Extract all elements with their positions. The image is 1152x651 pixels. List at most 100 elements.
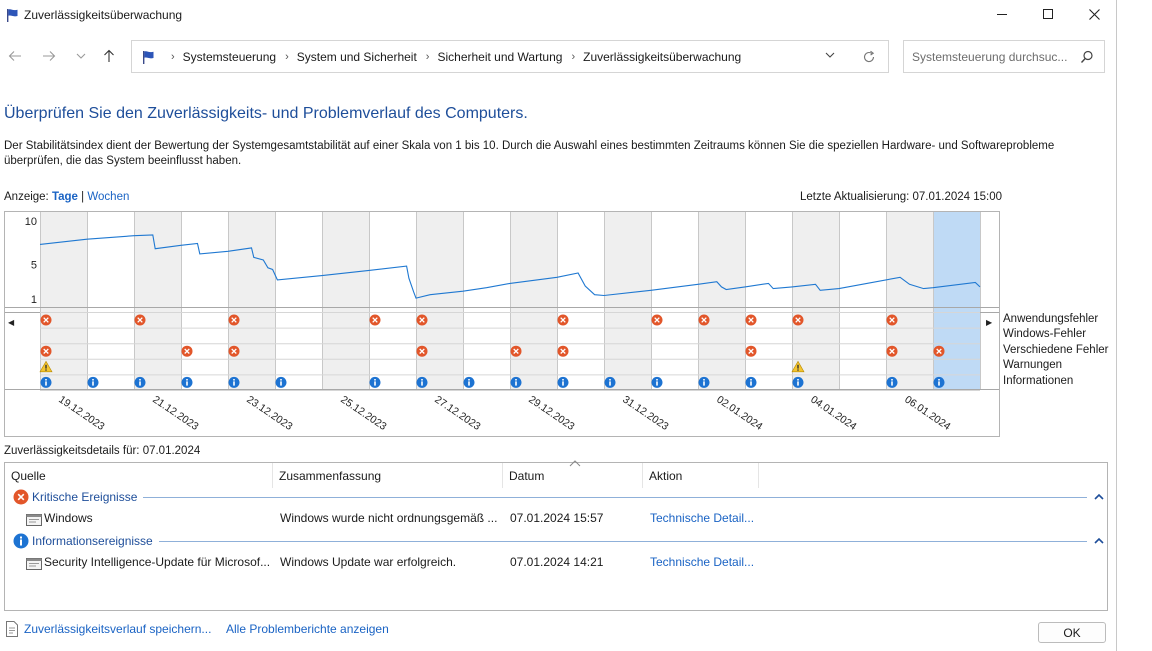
day-column[interactable] (181, 212, 228, 389)
refresh-icon[interactable] (862, 50, 876, 64)
flag-icon (7, 9, 18, 22)
view-weeks-link[interactable]: Wochen (87, 191, 130, 203)
day-column[interactable] (275, 212, 322, 389)
day-column[interactable] (698, 212, 745, 389)
day-column[interactable] (510, 212, 557, 389)
close-button[interactable] (1071, 0, 1117, 28)
legend-item: Windows-Fehler (1003, 328, 1087, 341)
error-icon-cross (748, 348, 754, 354)
info-icon (228, 376, 240, 388)
day-column[interactable] (228, 212, 275, 389)
day-column[interactable] (369, 212, 416, 389)
day-column[interactable] (557, 212, 604, 389)
info-icon-stem (45, 381, 47, 386)
breadcrumb-item[interactable]: System und Sicherheit (296, 50, 417, 64)
breadcrumb-item[interactable]: Sicherheit und Wartung (437, 50, 563, 64)
chevron-right-icon[interactable]: › (425, 51, 430, 63)
legend-item: Anwendungsfehler (1003, 313, 1099, 325)
day-column[interactable] (40, 212, 87, 389)
day-column[interactable] (134, 212, 181, 389)
source-cell: Security Intelligence-Update für Microso… (44, 555, 271, 569)
chevron-up-icon[interactable] (1093, 537, 1105, 545)
sort-indicator-icon (569, 460, 581, 467)
column-header-source[interactable]: Quelle (5, 463, 273, 488)
flag-icon (143, 51, 154, 64)
navigation-bar: › Systemsteuerung › System und Sicherhei… (0, 38, 1117, 74)
breadcrumb-item[interactable]: Zuverlässigkeitsüberwachung (583, 50, 742, 64)
technical-details-link[interactable]: Technische Detail... (650, 555, 755, 569)
info-icon-stem (938, 381, 940, 386)
view-separator: | (81, 191, 85, 203)
y-tick-label: 5 (31, 259, 37, 271)
error-icon-cross (889, 317, 895, 323)
search-icon[interactable] (1080, 50, 1094, 64)
day-column[interactable] (839, 212, 886, 389)
recent-locations-button[interactable] (70, 46, 92, 66)
info-icon-dot (515, 379, 517, 381)
info-icon-dot (233, 379, 235, 381)
search-input[interactable] (904, 41, 1074, 72)
address-bar[interactable]: › Systemsteuerung › System und Sicherhei… (131, 40, 889, 73)
info-icon-stem (139, 381, 141, 386)
info-icon-stem (891, 381, 893, 386)
close-icon (1088, 8, 1100, 20)
day-column[interactable] (886, 212, 933, 389)
error-icon-cross (231, 348, 237, 354)
day-column[interactable] (651, 212, 698, 389)
error-icon (510, 345, 522, 357)
page-title: Überprüfen Sie den Zuverlässigkeits- und… (4, 105, 528, 122)
scroll-left-icon[interactable]: ◀ (8, 318, 15, 327)
breadcrumb-item[interactable]: Systemsteuerung (182, 50, 277, 64)
info-icon-stem (797, 381, 799, 386)
info-icon-stem (750, 381, 752, 386)
search-box[interactable] (903, 40, 1105, 73)
view-days-link[interactable]: Tage (51, 191, 78, 203)
summary-cell: Windows wurde nicht ordnungsgemäß ... (280, 511, 498, 525)
up-button[interactable] (98, 46, 120, 66)
info-icon (87, 376, 99, 388)
legend-item: Warnungen (1003, 359, 1063, 372)
view-all-reports-link[interactable]: Alle Problemberichte anzeigen (226, 622, 389, 636)
warning-icon-mark (45, 364, 47, 369)
chevron-right-icon[interactable]: › (571, 51, 576, 63)
info-icon-dot (938, 379, 940, 381)
forward-button[interactable] (38, 46, 60, 66)
column-header-date[interactable]: Datum (503, 463, 643, 488)
table-row[interactable]: Security Intelligence-Update für Microso… (5, 552, 1105, 572)
error-icon-cross (795, 317, 801, 323)
table-row[interactable]: Windows Windows wurde nicht ordnungsgemä… (5, 508, 1105, 528)
day-column[interactable] (416, 212, 463, 389)
group-critical-events[interactable]: Kritische Ereignisse (13, 488, 1105, 506)
legend-item: Verschiedene Fehler (1003, 343, 1109, 356)
day-column[interactable] (745, 212, 792, 389)
details-table: Quelle Zusammenfassung Datum Aktion Krit… (4, 460, 1108, 611)
maximize-button[interactable] (1025, 0, 1071, 28)
chevron-up-icon[interactable] (1093, 493, 1105, 501)
date-cell: 07.01.2024 14:21 (510, 555, 604, 569)
day-column[interactable] (604, 212, 651, 389)
info-icon-dot (703, 379, 705, 381)
error-icon-cross (889, 348, 895, 354)
technical-details-link[interactable]: Technische Detail... (650, 511, 755, 525)
info-icon-stem (92, 381, 94, 386)
minimize-button[interactable] (979, 0, 1025, 28)
scroll-right-icon[interactable]: ▶ (986, 318, 993, 327)
day-column[interactable] (933, 212, 980, 389)
error-icon (651, 314, 663, 326)
day-column[interactable] (792, 212, 839, 389)
day-column[interactable] (463, 212, 510, 389)
column-header-action[interactable]: Aktion (643, 463, 759, 488)
chevron-down-icon[interactable] (825, 51, 835, 59)
save-history-link[interactable]: Zuverlässigkeitsverlauf speichern... (24, 622, 212, 636)
column-header-summary[interactable]: Zusammenfassung (273, 463, 503, 488)
error-icon-cross (936, 348, 942, 354)
ok-button[interactable]: OK (1038, 622, 1106, 643)
info-icon (933, 376, 945, 388)
back-button[interactable] (4, 46, 26, 66)
day-column[interactable] (322, 212, 369, 389)
info-icon-dot (891, 379, 893, 381)
stability-chart[interactable]: 10 5 1 19.12.2023 21.12.2023 23.12.2023 25.12.… (4, 211, 1000, 437)
group-information-events[interactable]: Informationsereignisse (13, 532, 1105, 550)
chevron-right-icon[interactable]: › (285, 51, 289, 63)
info-icon-dot (656, 379, 658, 381)
